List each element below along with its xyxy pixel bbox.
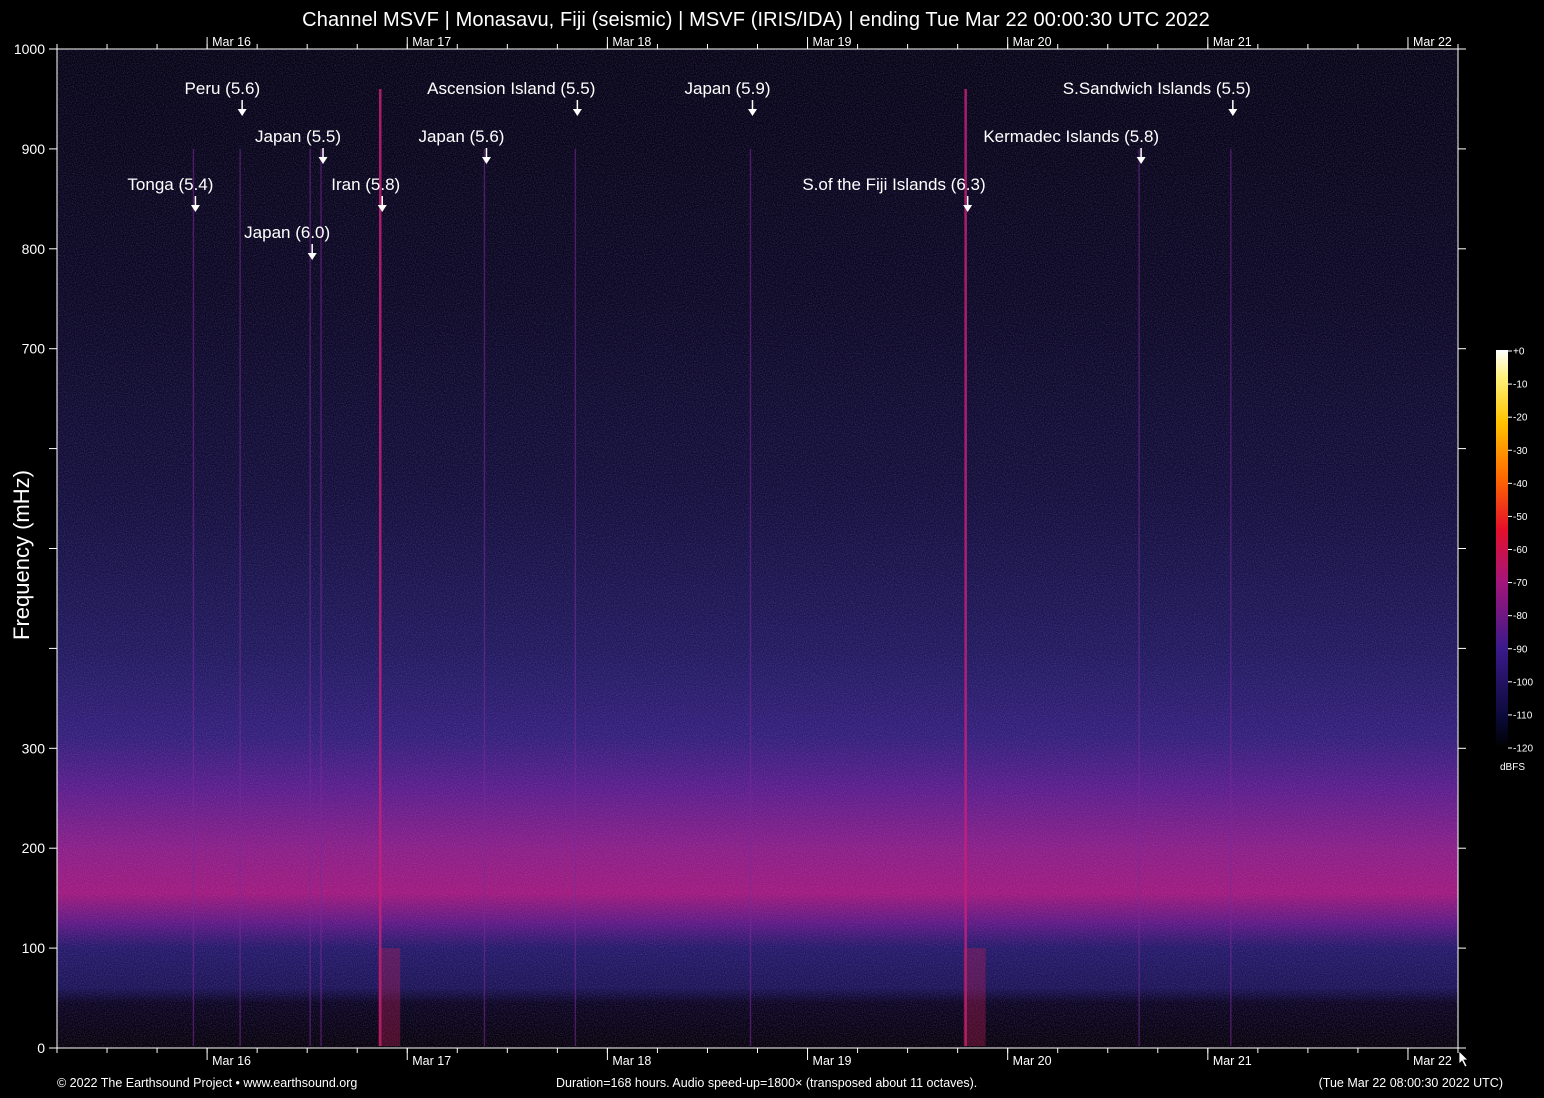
x-tick-label-top: Mar 22 (1413, 35, 1452, 49)
colorbar-tick-label: -20 (1513, 413, 1528, 424)
colorbar-tick-label: -40 (1513, 479, 1528, 490)
event-arrow-head-icon (481, 157, 491, 164)
footer-duration: Duration=168 hours. Audio speed-up=1800×… (556, 1076, 978, 1090)
y-tick-label: 300 (22, 740, 46, 756)
plot-area (56, 48, 1459, 1049)
colorbar-gradient (1496, 350, 1508, 748)
x-tick-label: Mar 18 (612, 1054, 651, 1068)
x-tick-label: Mar 21 (1213, 1054, 1252, 1068)
event-label: Kermadec Islands (5.8) (983, 127, 1159, 146)
event-annotations: Peru (5.6) Ascension Island (5.5) Japan (5… (127, 79, 1251, 260)
colorbar-tick-label: -30 (1513, 446, 1528, 457)
event-label: Iran (5.8) (331, 175, 400, 194)
event-streaks (192, 88, 1232, 1046)
event-label: Japan (5.6) (418, 127, 504, 146)
cursor-arrow-icon (1458, 1050, 1469, 1068)
event-label: Japan (6.0) (244, 223, 330, 242)
y-tick-label: 0 (37, 1040, 45, 1056)
x-tick-label-top: Mar 21 (1213, 35, 1252, 49)
x-tick-label: Mar 16 (212, 1054, 251, 1068)
event-label: Ascension Island (5.5) (427, 79, 595, 98)
event-low-freq-burst (963, 948, 986, 1046)
x-tick-label-top: Mar 17 (412, 35, 451, 49)
event-low-freq-burst (378, 948, 401, 1046)
colorbar-tick-label: -60 (1513, 545, 1528, 556)
x-tick-label-top: Mar 16 (212, 35, 251, 49)
colorbar-ticks: +0 -10 -20 -30 -40 -50 -60 -70 -80 -90 -100 -110 -12… (1508, 347, 1533, 755)
colorbar: +0 -10 -20 -30 -40 -50 -60 -70 -80 -90 -100 -110 -12… (1496, 347, 1533, 755)
colorbar-tick-label: -80 (1513, 611, 1528, 622)
footer-copyright: © 2022 The Earthsound Project • www.eart… (57, 1076, 358, 1090)
spectrogram-noise (57, 49, 1458, 1048)
y-tick-label: 200 (22, 840, 46, 856)
colorbar-unit: dBFS (1500, 762, 1526, 773)
event-arrow-head-icon (318, 157, 328, 164)
event-arrow-head-icon (307, 253, 317, 260)
event-arrow-head-icon (1136, 157, 1146, 164)
chart-title: Channel MSVF | Monasavu, Fiji (seismic) … (302, 9, 1210, 31)
x-tick-label: Mar 22 (1413, 1054, 1452, 1068)
event-arrow-head-icon (747, 109, 757, 116)
colorbar-tick-label: -90 (1513, 644, 1528, 655)
y-tick-label: 900 (22, 141, 46, 157)
event-label: Peru (5.6) (185, 79, 261, 98)
colorbar-tick-label: -10 (1513, 380, 1528, 391)
y-axis-label: Frequency (mHz) (9, 470, 34, 640)
colorbar-tick-label: -100 (1513, 677, 1533, 688)
colorbar-tick-label: -50 (1513, 512, 1528, 523)
event-arrow-head-icon (190, 205, 200, 212)
event-label: S.of the Fiji Islands (6.3) (802, 175, 985, 194)
event-arrow-head-icon (1228, 109, 1238, 116)
event-arrow-head-icon (572, 109, 582, 116)
footer-timestamp: (Tue Mar 22 08:00:30 2022 UTC) (1318, 1076, 1503, 1090)
colorbar-tick-label: -110 (1513, 710, 1533, 721)
x-tick-label-top: Mar 19 (813, 35, 852, 49)
y-tick-label: 100 (22, 940, 46, 956)
y-tick-label: 1000 (14, 41, 45, 57)
y-tick-label: 700 (22, 341, 46, 357)
colorbar-tick-label: +0 (1513, 347, 1525, 358)
event-label: Japan (5.9) (684, 79, 770, 98)
event-label: S.Sandwich Islands (5.5) (1063, 79, 1251, 98)
event-label: Tonga (5.4) (127, 175, 213, 194)
event-label: Japan (5.5) (255, 127, 341, 146)
y-axis: 0 100 200 300 700 800 900 1000 (14, 41, 1466, 1056)
x-tick-label: Mar 20 (1013, 1054, 1052, 1068)
y-tick-label: 800 (22, 241, 46, 257)
x-tick-label: Mar 17 (412, 1054, 451, 1068)
x-tick-label: Mar 19 (813, 1054, 852, 1068)
colorbar-tick-label: -70 (1513, 578, 1528, 589)
event-arrow-head-icon (237, 109, 247, 116)
event-arrow-head-icon (377, 205, 387, 212)
colorbar-tick-label: -120 (1513, 744, 1533, 755)
x-axis-bottom: Mar 16 Mar 17 Mar 18 Mar 19 Mar 20 Mar 21 Mar … (56, 1048, 1459, 1068)
x-tick-label-top: Mar 20 (1013, 35, 1052, 49)
x-axis-top: Mar 16 Mar 17 Mar 18 Mar 19 Mar 20 Mar 21 Mar … (56, 35, 1459, 49)
event-arrow-head-icon (963, 205, 973, 212)
x-tick-label-top: Mar 18 (612, 35, 651, 49)
